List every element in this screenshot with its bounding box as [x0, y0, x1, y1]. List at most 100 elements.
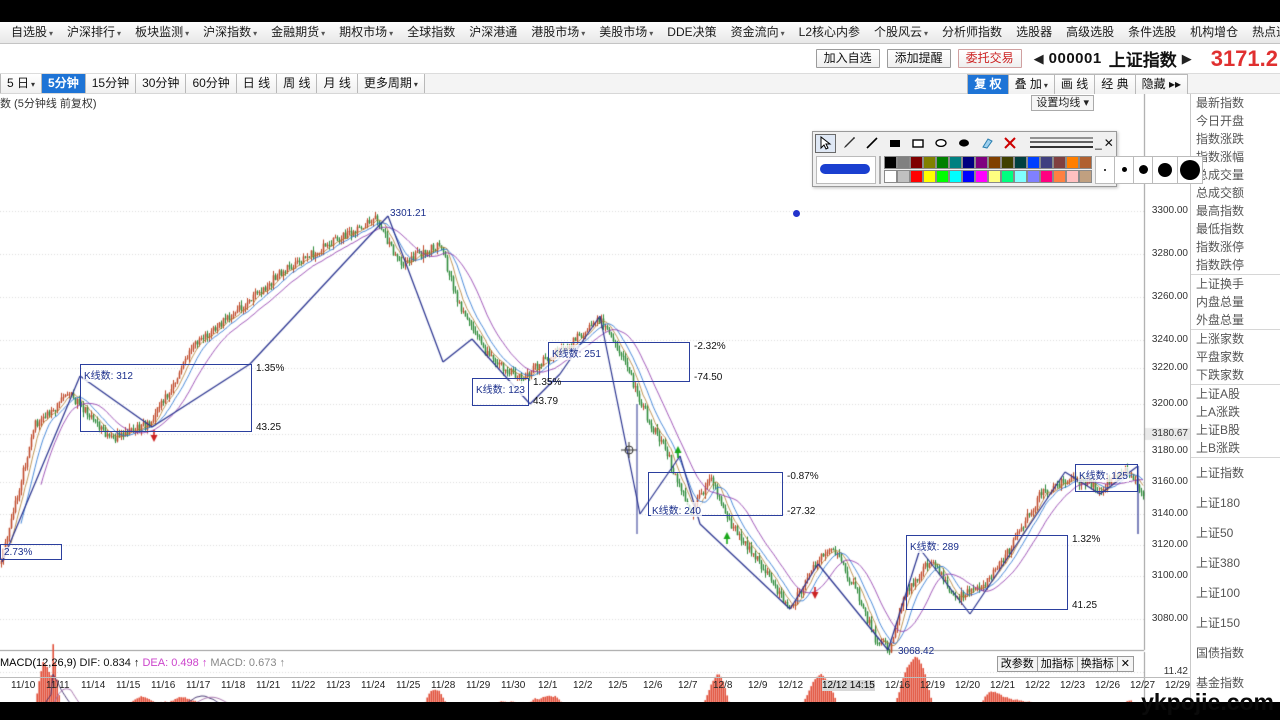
- sidebar-item-17[interactable]: 上A涨跌: [1196, 405, 1241, 419]
- color-swatch-bottom-9[interactable]: [1001, 169, 1014, 183]
- period-button-0[interactable]: 5 日 ▾: [1, 74, 43, 93]
- color-swatch-top-10[interactable]: [1014, 155, 1027, 169]
- sidebar-item-18[interactable]: 上证B股: [1196, 423, 1241, 437]
- color-swatch-top-6[interactable]: [962, 155, 975, 169]
- color-swatch-top-0[interactable]: [884, 155, 897, 169]
- chart-panel[interactable]: 数 (5分钟线 前复权) 设置均线 ▾ 3300.00 3280.00 3260.0…: [0, 94, 1280, 720]
- menu-item-0[interactable]: 自选股 ▾: [11, 24, 54, 39]
- menu-item-6[interactable]: 全球指数: [407, 25, 456, 39]
- clear-all-icon[interactable]: [999, 133, 1020, 153]
- box-1[interactable]: [80, 364, 252, 432]
- box-5[interactable]: [906, 535, 1068, 610]
- menu-item-3[interactable]: 沪深指数 ▾: [203, 24, 258, 39]
- sidebar-item-20[interactable]: 上证指数: [1191, 457, 1280, 488]
- box-4[interactable]: [648, 472, 783, 516]
- next-symbol-arrow-icon[interactable]: ▶: [1181, 50, 1192, 66]
- period-button-8[interactable]: 更多周期 ▾: [357, 74, 425, 93]
- box-2[interactable]: [472, 378, 529, 406]
- chart-option-button-3[interactable]: 经 典: [1095, 74, 1136, 96]
- drawing-toolbar[interactable]: _ ✕: [812, 131, 1203, 187]
- chart-option-button-4[interactable]: 隐藏 ▸▸: [1135, 74, 1188, 96]
- trade-button[interactable]: 委托交易: [957, 49, 1022, 68]
- close-icon[interactable]: ✕: [1103, 136, 1114, 150]
- sidebar-item-27[interactable]: 基金指数: [1196, 676, 1245, 690]
- sidebar-item-2[interactable]: 指数涨跌: [1196, 132, 1245, 146]
- color-swatch-bottom-14[interactable]: [1066, 169, 1079, 183]
- brush-size-2[interactable]: [1133, 155, 1153, 184]
- color-swatch-top-4[interactable]: [936, 155, 949, 169]
- menu-item-14[interactable]: 分析师指数: [942, 25, 1003, 39]
- color-swatch-top-5[interactable]: [949, 155, 962, 169]
- menu-item-4[interactable]: 金融期货 ▾: [271, 24, 326, 39]
- color-swatch-bottom-2[interactable]: [910, 169, 923, 183]
- menu-item-13[interactable]: 个股风云 ▾: [874, 24, 929, 39]
- sidebar-item-22[interactable]: 上证50: [1196, 526, 1234, 540]
- color-swatch-top-12[interactable]: [1040, 155, 1053, 169]
- sidebar-item-6[interactable]: 最高指数: [1196, 204, 1245, 218]
- color-swatch-bottom-3[interactable]: [923, 169, 936, 183]
- color-swatch-bottom-0[interactable]: [884, 169, 897, 183]
- filled-rect-icon[interactable]: [884, 133, 905, 153]
- menu-item-16[interactable]: 高级选股: [1066, 25, 1115, 39]
- brush-size-0[interactable]: [1095, 155, 1115, 184]
- color-swatch-bottom-11[interactable]: [1027, 169, 1040, 183]
- sidebar-item-0[interactable]: 最新指数: [1196, 96, 1245, 110]
- chart-option-button-2[interactable]: 画 线: [1054, 74, 1096, 96]
- line-width-selector[interactable]: [1028, 133, 1094, 153]
- sidebar-item-12[interactable]: 外盘总量: [1196, 313, 1245, 327]
- color-swatch-bottom-5[interactable]: [949, 169, 962, 183]
- cursor-icon[interactable]: [815, 133, 836, 153]
- sidebar-item-13[interactable]: 上涨家数: [1191, 329, 1280, 348]
- line-icon[interactable]: [861, 133, 882, 153]
- color-swatch-bottom-1[interactable]: [897, 169, 910, 183]
- ellipse-outline-icon[interactable]: [930, 133, 951, 153]
- sidebar-item-11[interactable]: 内盘总量: [1196, 295, 1245, 309]
- menu-item-7[interactable]: 沪深港通: [469, 25, 518, 39]
- index-stats-sidebar[interactable]: 最新指数 今日开盘 指数涨跌 指数涨幅 总成交量 总成交额 最高指数 最低指数 指数涨停 指数跌停…: [1190, 94, 1280, 711]
- filled-ellipse-icon[interactable]: [953, 133, 974, 153]
- sidebar-item-25[interactable]: 上证150: [1196, 616, 1241, 630]
- rect-outline-icon[interactable]: [907, 133, 928, 153]
- menu-item-19[interactable]: 热点追击: [1252, 25, 1280, 39]
- sidebar-item-19[interactable]: 上B涨跌: [1196, 441, 1241, 455]
- menu-item-2[interactable]: 板块监测 ▾: [135, 24, 190, 39]
- color-swatch-bottom-15[interactable]: [1079, 169, 1092, 183]
- color-swatch-top-7[interactable]: [975, 155, 988, 169]
- add-to-watchlist-button[interactable]: 加入自选: [815, 49, 880, 68]
- candlestick-chart-canvas[interactable]: [0, 94, 1190, 711]
- period-button-2[interactable]: 15分钟: [85, 74, 137, 93]
- color-swatch-bottom-8[interactable]: [988, 169, 1001, 183]
- menu-item-10[interactable]: DDE决策: [667, 25, 717, 39]
- sidebar-item-1[interactable]: 今日开盘: [1196, 114, 1245, 128]
- color-swatch-bottom-12[interactable]: [1040, 169, 1053, 183]
- sidebar-item-3[interactable]: 指数涨幅: [1196, 150, 1245, 164]
- menu-item-9[interactable]: 美股市场 ▾: [599, 24, 654, 39]
- sidebar-item-15[interactable]: 下跌家数: [1196, 368, 1245, 382]
- color-swatch-top-9[interactable]: [1001, 155, 1014, 169]
- sidebar-item-24[interactable]: 上证100: [1196, 586, 1241, 600]
- prev-symbol-arrow-icon[interactable]: ◀: [1033, 50, 1044, 66]
- color-swatch-top-3[interactable]: [923, 155, 936, 169]
- color-swatch-bottom-13[interactable]: [1053, 169, 1066, 183]
- color-swatch-bottom-7[interactable]: [975, 169, 988, 183]
- color-swatch-top-14[interactable]: [1066, 155, 1079, 169]
- blue-dot-marker-icon[interactable]: [793, 210, 800, 217]
- box-7[interactable]: [0, 544, 62, 560]
- menu-item-11[interactable]: 资金流向 ▾: [730, 24, 785, 39]
- sidebar-scrollbar[interactable]: [1190, 324, 1191, 524]
- sidebar-item-8[interactable]: 指数涨停: [1196, 240, 1245, 254]
- period-button-7[interactable]: 月 线: [317, 74, 358, 93]
- indicator-button-1[interactable]: 加指标: [1036, 656, 1078, 672]
- sidebar-item-23[interactable]: 上证380: [1196, 556, 1241, 570]
- menu-item-15[interactable]: 选股器: [1016, 25, 1053, 39]
- color-swatch-bottom-4[interactable]: [936, 169, 949, 183]
- sidebar-item-21[interactable]: 上证180: [1196, 496, 1241, 510]
- menu-item-17[interactable]: 条件选股: [1128, 25, 1177, 39]
- chart-option-button-1[interactable]: 叠 加 ▾: [1008, 74, 1055, 96]
- sidebar-item-26[interactable]: 国债指数: [1196, 646, 1245, 660]
- period-button-4[interactable]: 60分钟: [186, 74, 237, 93]
- sidebar-item-4[interactable]: 总成交量: [1196, 168, 1245, 182]
- brush-size-4[interactable]: [1177, 155, 1203, 184]
- menu-item-1[interactable]: 沪深排行 ▾: [67, 24, 122, 39]
- sidebar-item-16[interactable]: 上证A股: [1191, 384, 1280, 403]
